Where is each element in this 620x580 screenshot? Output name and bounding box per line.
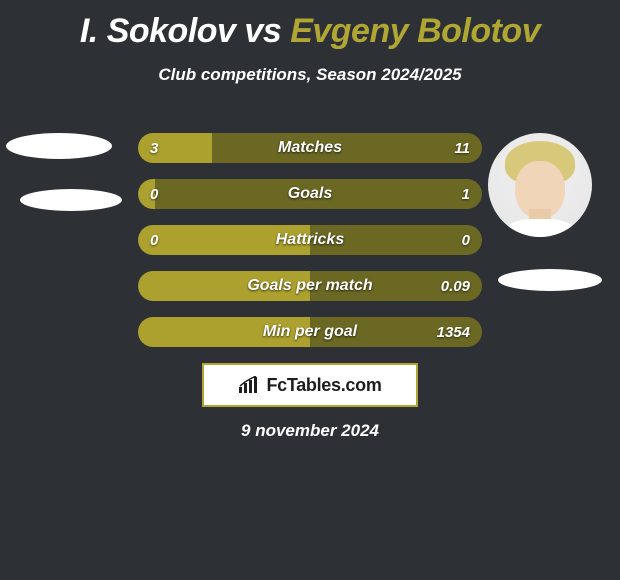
stat-label: Matches	[138, 133, 482, 163]
stat-right-value: 0	[462, 225, 470, 255]
stat-row-matches: 3 Matches 11	[138, 133, 482, 163]
chart-icon	[238, 376, 260, 394]
stat-right-value: 1354	[437, 317, 470, 347]
placeholder-ellipse-left-1	[6, 133, 112, 159]
brand-box: FcTables.com	[202, 363, 418, 407]
stat-row-goals: 0 Goals 1	[138, 179, 482, 209]
player1-name: I. Sokolov	[80, 12, 236, 50]
date-text: 9 november 2024	[0, 421, 620, 441]
stat-label: Hattricks	[138, 225, 482, 255]
player2-name: Evgeny Bolotov	[290, 12, 540, 50]
stat-right-value: 1	[462, 179, 470, 209]
stat-row-goals-per-match: Goals per match 0.09	[138, 271, 482, 301]
stat-right-value: 0.09	[441, 271, 470, 301]
stat-label: Min per goal	[138, 317, 482, 347]
stat-row-hattricks: 0 Hattricks 0	[138, 225, 482, 255]
stat-label: Goals	[138, 179, 482, 209]
stat-right-value: 11	[454, 133, 470, 163]
placeholder-ellipse-left-2	[20, 189, 122, 211]
subtitle-text: Club competitions, Season 2024/2025	[0, 65, 620, 85]
stat-bars: 3 Matches 11 0 Goals 1 0 Hattricks 0 Goa	[138, 133, 482, 363]
comparison-title: I. Sokolov vs Evgeny Bolotov	[0, 0, 620, 51]
player2-avatar	[488, 133, 592, 237]
stat-row-min-per-goal: Min per goal 1354	[138, 317, 482, 347]
vs-text: vs	[244, 12, 281, 50]
brand-text: FcTables.com	[266, 375, 381, 396]
stat-label: Goals per match	[138, 271, 482, 301]
placeholder-ellipse-right	[498, 269, 602, 291]
